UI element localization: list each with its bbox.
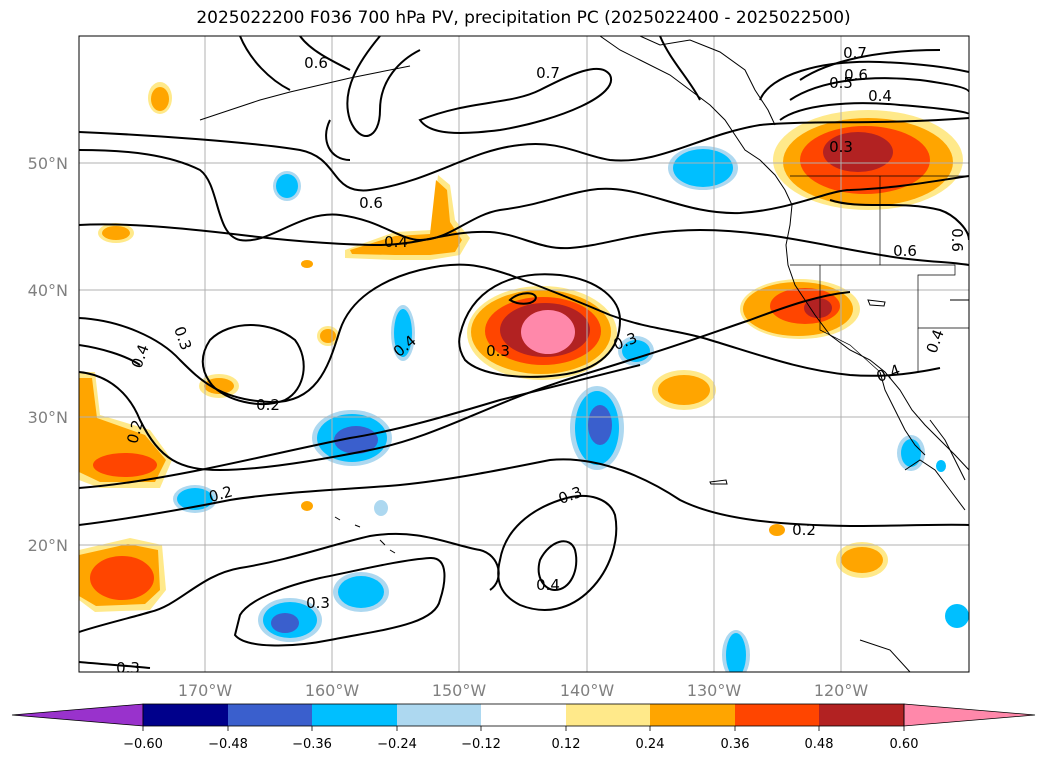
contour-label: 0.6 — [948, 228, 966, 252]
colorbar-segment — [143, 704, 228, 726]
colorbar-tick-label: −0.12 — [461, 737, 501, 752]
contour-label: 0.6 — [844, 66, 868, 84]
colorbar-tick-label: 0.48 — [805, 737, 834, 752]
contour-label: 0.2 — [792, 521, 816, 539]
colorbar-segment — [228, 704, 312, 726]
contour-label: 0.4 — [384, 233, 408, 251]
lon-tick-label: 150°W — [432, 681, 487, 700]
colorbar-tick-label: 0.12 — [552, 737, 581, 752]
contour-label: 0.6 — [893, 242, 917, 260]
colorbar-tick-label: −0.48 — [208, 737, 248, 752]
graticule — [79, 36, 969, 672]
colorbar-segment — [819, 704, 904, 726]
colorbar-tick-label: −0.24 — [377, 737, 417, 752]
lat-axis: 50°N 40°N 30°N 20°N — [28, 154, 68, 555]
colorbar-tick-label: 0.36 — [721, 737, 750, 752]
contour-label: 0.5 — [829, 74, 853, 92]
contour-label: 0.3 — [116, 659, 140, 677]
contour-label: 0.6 — [304, 54, 328, 72]
lat-tick-label: 50°N — [28, 154, 68, 173]
lat-tick-label: 30°N — [28, 408, 68, 427]
contour-label: 0.7 — [536, 64, 560, 82]
colorbar-tick-label: 0.60 — [890, 737, 919, 752]
contour-label: 0.4 — [868, 87, 892, 105]
map-area: 0.6 0.7 0.7 0.6 0.5 0.4 0.3 0.6 0.4 0.6 … — [79, 36, 969, 677]
colorbar-segment — [397, 704, 481, 726]
colorbar-tick-label: 0.24 — [636, 737, 665, 752]
precip-shading — [79, 82, 969, 672]
contour-label: 0.2 — [256, 396, 280, 414]
lon-tick-label: 130°W — [687, 681, 742, 700]
lat-tick-label: 40°N — [28, 281, 68, 300]
colorbar-extend-min — [11, 703, 144, 727]
colorbar-segment — [650, 704, 735, 726]
pv-contours — [79, 36, 969, 669]
colorbar-segment — [735, 704, 819, 726]
colorbar-tick-label: −0.36 — [292, 737, 332, 752]
lon-tick-label: 120°W — [814, 681, 869, 700]
contour-label: 0.6 — [359, 194, 383, 212]
contour-label: 0.2 — [207, 482, 235, 506]
colorbar-segment — [566, 704, 650, 726]
lon-tick-label: 160°W — [305, 681, 360, 700]
lon-axis: 170°W 160°W 150°W 140°W 130°W 120°W — [178, 681, 869, 700]
contour-label: 0.2 — [123, 418, 147, 446]
contour-label: 0.3 — [486, 342, 510, 360]
lon-tick-label: 140°W — [560, 681, 615, 700]
map-title: 2025022200 F036 700 hPa PV, precipitatio… — [196, 8, 851, 28]
lon-tick-label: 170°W — [178, 681, 233, 700]
colorbar-tick-label: −0.60 — [123, 737, 163, 752]
colorbar-segment — [312, 704, 397, 726]
lat-tick-label: 20°N — [28, 536, 68, 555]
contour-label: 0.3 — [306, 594, 330, 612]
contour-label: 0.4 — [536, 576, 560, 594]
contour-label: 0.7 — [843, 44, 867, 62]
map-frame — [78, 35, 970, 673]
colorbar: −0.60 −0.48 −0.36 −0.24 −0.12 0.12 0.24 … — [11, 703, 1036, 752]
contour-label: 0.3 — [829, 138, 853, 156]
colorbar-segment — [481, 704, 566, 726]
colorbar-extend-max — [903, 703, 1036, 727]
